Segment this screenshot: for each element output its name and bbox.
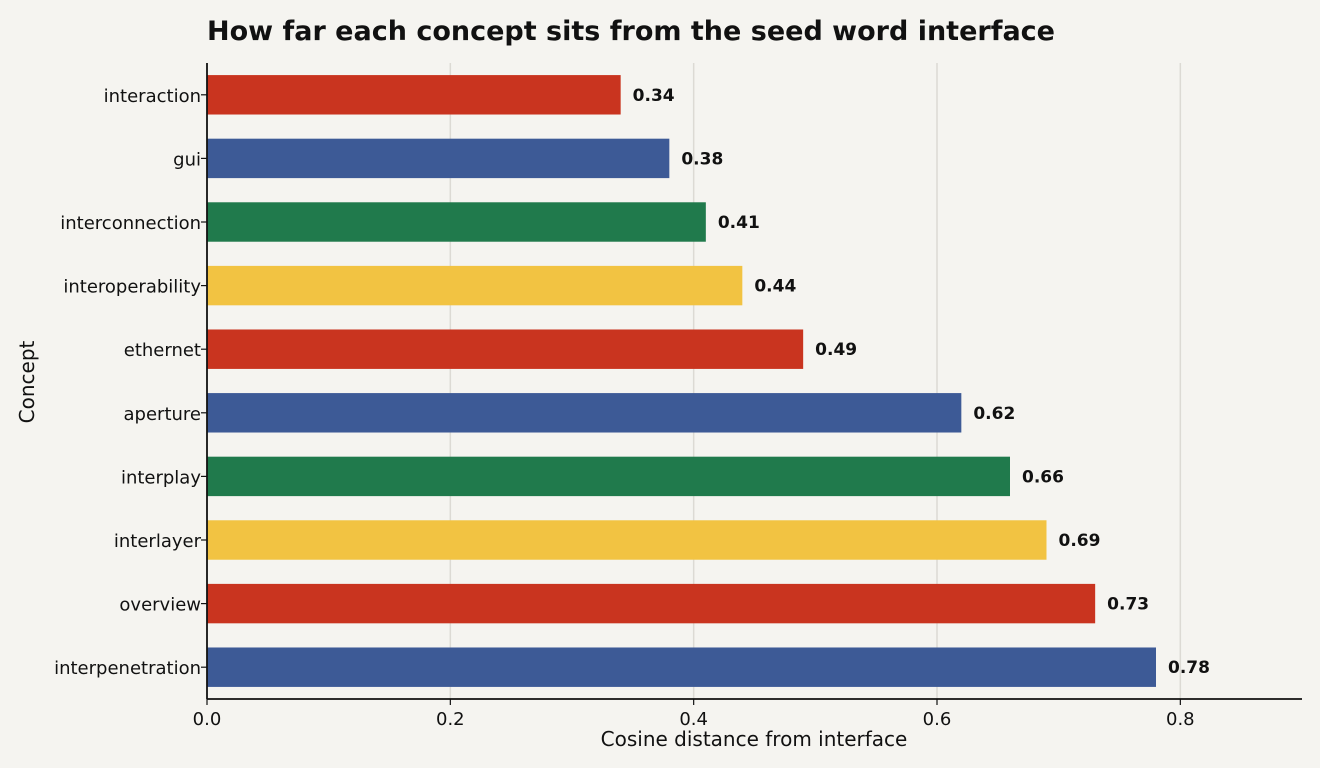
data-label: 0.38 [681,149,723,169]
bar-ethernet [207,329,804,369]
data-label: 0.44 [754,277,796,297]
x-tick-label: 0.6 [923,709,952,730]
bar-interlayer [207,520,1047,560]
bar-interconnection [207,202,706,242]
bar-interaction [207,75,621,115]
bar-overview [207,583,1096,624]
bar-interoperability [207,265,743,306]
data-label: 0.49 [815,340,857,360]
x-tick-label: 0.4 [679,709,708,730]
tick-labels: 0.0 0.2 0.4 0.6 0.8 interaction gui interconnec… [54,86,1195,730]
data-label: 0.69 [1059,531,1101,551]
axes [201,63,1302,705]
chart-title: How far each concept sits from the seed … [207,16,1055,47]
y-tick-label: overview [119,595,201,616]
y-tick-label: interplay [121,467,201,488]
x-tick-label: 0.0 [193,709,222,730]
data-label: 0.66 [1022,467,1064,487]
bar-interpenetration [207,647,1156,687]
y-tick-label: ethernet [124,340,201,361]
y-tick-label: aperture [124,404,201,425]
x-axis-label: Cosine distance from interface [601,727,908,751]
data-label: 0.34 [633,86,675,106]
x-tick-label: 0.2 [436,709,465,730]
y-tick-label: interconnection [60,213,201,234]
data-label: 0.73 [1107,595,1149,615]
y-tick-label: interlayer [114,531,202,552]
bar-gui [207,138,670,179]
bars [207,75,1156,687]
y-axis-label: Concept [15,340,39,423]
bar-aperture [207,393,962,433]
y-tick-label: interoperability [63,277,201,298]
y-tick-label: interaction [104,86,201,107]
x-tick-label: 0.8 [1166,709,1195,730]
data-label: 0.62 [973,404,1015,424]
bar-interplay [207,456,1010,497]
data-label: 0.41 [718,213,760,233]
y-tick-label: gui [173,149,201,170]
data-label: 0.78 [1168,658,1210,678]
data-labels: 0.34 0.38 0.41 0.44 0.49 0.62 0.66 0.69 0.73 0.78 [633,86,1210,678]
y-tick-label: interpenetration [54,658,201,679]
